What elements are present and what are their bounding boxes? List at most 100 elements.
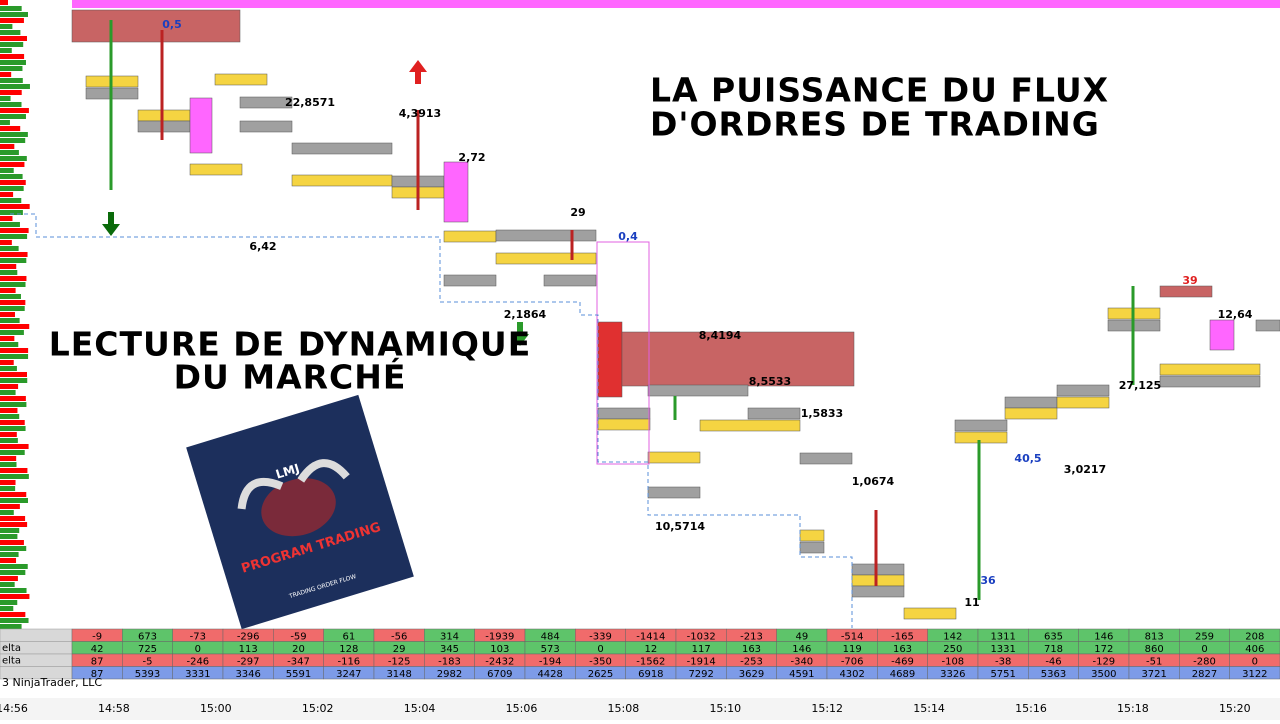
row-label: elta <box>2 643 21 654</box>
annotation: 1,0674 <box>852 475 895 488</box>
depth-bar <box>0 378 28 383</box>
footprint-cell <box>954 431 1008 444</box>
footprint-cell <box>799 541 825 554</box>
depth-bar <box>0 342 19 347</box>
annotation: 6,42 <box>249 240 276 253</box>
depth-bar <box>0 372 28 377</box>
stat-value: -1939 <box>485 631 514 642</box>
depth-bar <box>0 486 16 491</box>
depth-bar <box>0 96 11 101</box>
time-label: 15:06 <box>506 702 538 715</box>
stat-value: -1032 <box>687 631 716 642</box>
time-label: 15:16 <box>1015 702 1047 715</box>
stat-value: 5363 <box>1041 669 1066 680</box>
depth-bar <box>0 264 17 269</box>
footprint-cell <box>137 120 191 133</box>
book-brand: LMJ <box>274 461 301 481</box>
footprint-cell <box>1209 319 1235 351</box>
depth-bar <box>0 102 22 107</box>
annotation: 22,8571 <box>285 96 335 109</box>
stat-value: -213 <box>740 631 763 642</box>
annotations: 0,5 22,8571 4,3913 2,72 29 0,4 6,42 2,1864 8,419… <box>162 18 1252 609</box>
stat-value: 250 <box>943 644 962 655</box>
depth-bar <box>0 36 27 41</box>
annotation: 10,5714 <box>655 520 705 533</box>
footprint-cell <box>799 529 825 542</box>
depth-bar <box>0 360 14 365</box>
footprint-cell <box>1004 396 1058 409</box>
depth-bar <box>0 432 17 437</box>
time-label: 15:02 <box>302 702 334 715</box>
depth-bar <box>0 156 27 161</box>
footprint-cell <box>903 607 957 620</box>
depth-bar <box>0 480 16 485</box>
stat-value: 146 <box>1094 631 1113 642</box>
footprint-cell <box>137 109 191 122</box>
footprint-cell <box>1159 363 1261 376</box>
depth-bar <box>0 570 26 575</box>
footprint-cell <box>699 419 801 432</box>
time-label: 15:18 <box>1117 702 1149 715</box>
stat-value: -1914 <box>687 656 716 667</box>
depth-bar <box>0 606 14 611</box>
stat-value: 87 <box>91 669 104 680</box>
stat-value: 4689 <box>890 669 915 680</box>
depth-bar <box>0 72 12 77</box>
footprint-cell <box>71 9 241 43</box>
depth-bar <box>0 468 28 473</box>
depth-bar <box>0 600 18 605</box>
annotation: 36 <box>980 574 996 587</box>
stat-value: 4428 <box>537 669 562 680</box>
stat-value: -2432 <box>485 656 514 667</box>
footprint <box>71 9 1280 620</box>
footprint-cell <box>495 252 597 265</box>
stat-value: -73 <box>190 631 206 642</box>
time-label: 15:00 <box>200 702 232 715</box>
book-logo <box>261 478 336 537</box>
row-label: elta <box>2 655 21 666</box>
stat-value: -129 <box>1092 656 1115 667</box>
footprint-cell <box>647 384 749 397</box>
stat-value: 172 <box>1094 644 1113 655</box>
copyright: 3 NinjaTrader, LLC <box>2 676 102 689</box>
depth-bar <box>0 30 21 35</box>
depth-bar <box>0 54 25 59</box>
stat-value: 208 <box>1245 631 1264 642</box>
stat-value: 314 <box>440 631 459 642</box>
stat-value: -56 <box>391 631 407 642</box>
depth-bar <box>0 198 22 203</box>
stat-value: -125 <box>388 656 411 667</box>
depth-ladder <box>0 0 30 629</box>
depth-bar <box>0 138 26 143</box>
footprint-cell <box>443 230 497 243</box>
stat-value: -108 <box>941 656 964 667</box>
time-axis <box>0 698 1280 720</box>
depth-bar <box>0 618 29 623</box>
stat-value: -9 <box>92 631 102 642</box>
stat-value: 673 <box>138 631 157 642</box>
depth-bar <box>0 576 18 581</box>
stat-value: 3721 <box>1141 669 1166 680</box>
depth-bar <box>0 288 16 293</box>
annotation: 11 <box>964 596 979 609</box>
depth-bar <box>0 306 25 311</box>
footprint-cell <box>443 161 469 223</box>
stat-value: 163 <box>742 644 761 655</box>
footprint-cell <box>851 574 905 587</box>
footprint-cell <box>747 407 801 420</box>
stat-value: -194 <box>539 656 562 667</box>
stat-value: 3331 <box>185 669 210 680</box>
footprint-cell <box>291 142 393 155</box>
depth-bar <box>0 426 26 431</box>
footprint-cell <box>1255 319 1280 332</box>
depth-bar <box>0 42 24 47</box>
depth-bar <box>0 522 28 527</box>
annotation: 0,4 <box>618 230 638 243</box>
depth-bar <box>0 474 29 479</box>
depth-bar <box>0 564 28 569</box>
stat-value: 87 <box>91 656 104 667</box>
footprint-cell <box>851 585 905 598</box>
stat-value: 12 <box>644 644 657 655</box>
depth-bar <box>0 222 20 227</box>
stat-value: 0 <box>195 644 201 655</box>
